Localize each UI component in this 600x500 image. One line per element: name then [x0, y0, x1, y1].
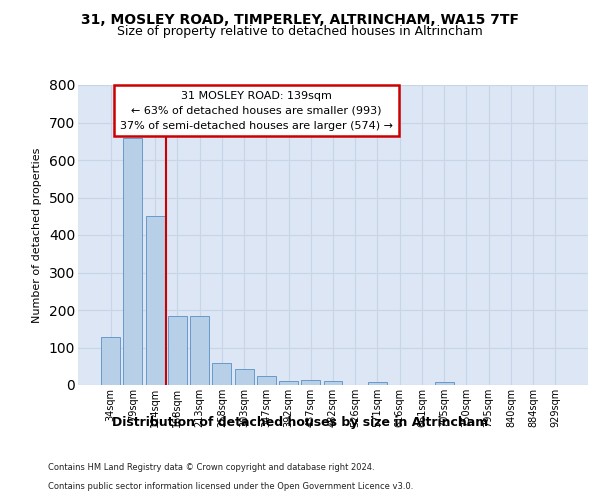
Text: Contains HM Land Registry data © Crown copyright and database right 2024.: Contains HM Land Registry data © Crown c… [48, 464, 374, 472]
Text: Size of property relative to detached houses in Altrincham: Size of property relative to detached ho… [117, 25, 483, 38]
Text: Contains public sector information licensed under the Open Government Licence v3: Contains public sector information licen… [48, 482, 413, 491]
Bar [101, 337, 120, 385]
Bar [168, 316, 187, 385]
Text: 31, MOSLEY ROAD, TIMPERLEY, ALTRINCHAM, WA15 7TF: 31, MOSLEY ROAD, TIMPERLEY, ALTRINCHAM, … [81, 12, 519, 26]
Bar [435, 382, 454, 385]
Text: Distribution of detached houses by size in Altrincham: Distribution of detached houses by size … [112, 416, 488, 429]
Y-axis label: Number of detached properties: Number of detached properties [32, 148, 42, 322]
Bar [235, 369, 254, 385]
Bar [368, 382, 387, 385]
Bar [190, 316, 209, 385]
Bar [323, 381, 343, 385]
Bar [301, 380, 320, 385]
Bar [146, 216, 164, 385]
Text: 31 MOSLEY ROAD: 139sqm
← 63% of detached houses are smaller (993)
37% of semi-de: 31 MOSLEY ROAD: 139sqm ← 63% of detached… [120, 91, 393, 130]
Bar [257, 376, 276, 385]
Bar [212, 363, 231, 385]
Bar [279, 380, 298, 385]
Bar [124, 138, 142, 385]
